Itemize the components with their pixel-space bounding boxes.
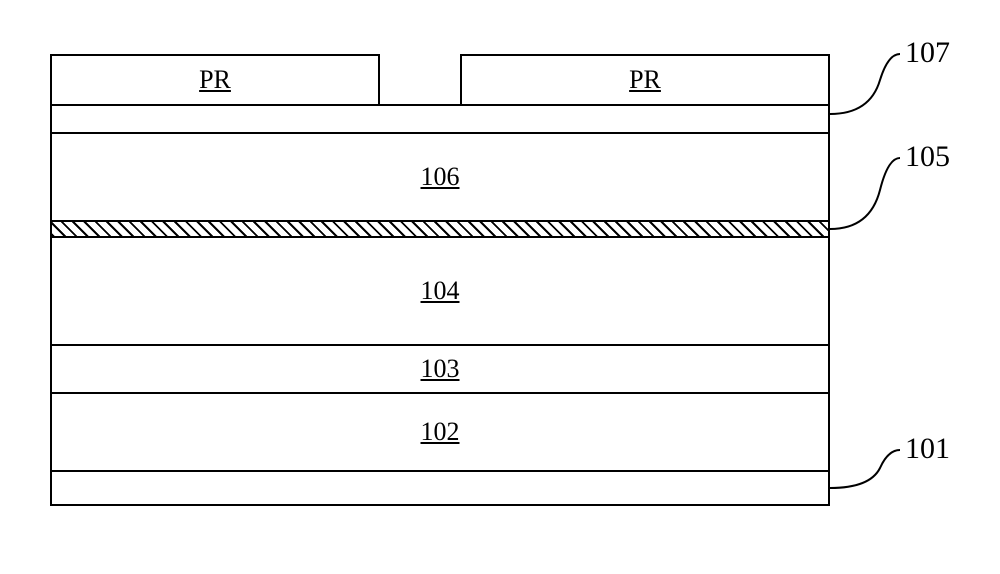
leader-101 [50, 40, 950, 540]
diagram-stage: 102 103 104 106 PR PR 107 105 101 [50, 40, 950, 540]
callout-101-label: 101 [905, 432, 950, 466]
